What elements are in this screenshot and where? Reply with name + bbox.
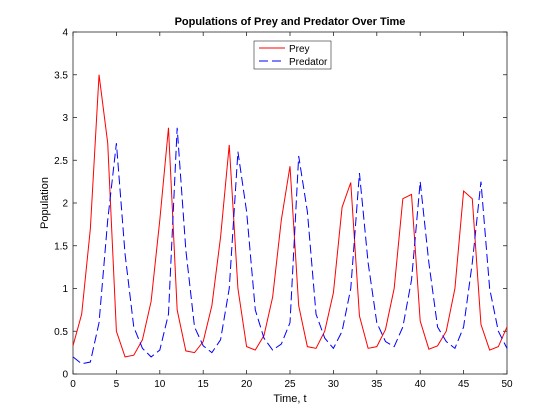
legend-label-predator: Predator bbox=[289, 57, 328, 68]
y-tick-label: 1.5 bbox=[54, 241, 68, 252]
y-tick-label: 3 bbox=[62, 113, 68, 124]
y-axis-label: Population bbox=[39, 177, 51, 229]
x-tick-label: 5 bbox=[114, 379, 120, 390]
x-tick-label: 35 bbox=[371, 379, 383, 390]
x-tick-label: 50 bbox=[501, 379, 513, 390]
y-tick-label: 4 bbox=[62, 28, 68, 39]
legend-box bbox=[253, 40, 332, 70]
y-tick-label: 1 bbox=[62, 284, 68, 295]
x-tick-label: 25 bbox=[284, 379, 296, 390]
legend-label-prey: Prey bbox=[289, 44, 310, 55]
x-tick-label: 15 bbox=[198, 379, 210, 390]
y-tick-label: 3.5 bbox=[54, 70, 68, 81]
y-tick-label: 2.5 bbox=[54, 156, 68, 167]
x-tick-label: 20 bbox=[241, 379, 253, 390]
x-tick-label: 40 bbox=[415, 379, 427, 390]
series-line-predator bbox=[72, 127, 508, 365]
y-axis-ticks: 0 0.5 1 1.5 2 2.5 3 3.5 4 bbox=[54, 28, 507, 381]
y-tick-label: 2 bbox=[62, 199, 68, 210]
x-axis-ticks: 0 5 10 15 20 25 30 35 40 45 50 bbox=[70, 32, 513, 390]
plot-area bbox=[72, 31, 508, 375]
series-layer bbox=[72, 74, 508, 365]
x-tick-label: 30 bbox=[328, 379, 340, 390]
x-axis-label: Time, t bbox=[273, 393, 306, 405]
x-tick-label: 45 bbox=[458, 379, 470, 390]
series-line-prey bbox=[72, 74, 508, 358]
chart-title: Populations of Prey and Predator Over Ti… bbox=[175, 16, 406, 28]
x-tick-label: 0 bbox=[70, 379, 76, 390]
x-tick-label: 10 bbox=[154, 379, 166, 390]
y-tick-label: 0.5 bbox=[54, 327, 68, 338]
legend: Prey Predator bbox=[253, 40, 332, 70]
y-tick-label: 0 bbox=[62, 370, 68, 381]
